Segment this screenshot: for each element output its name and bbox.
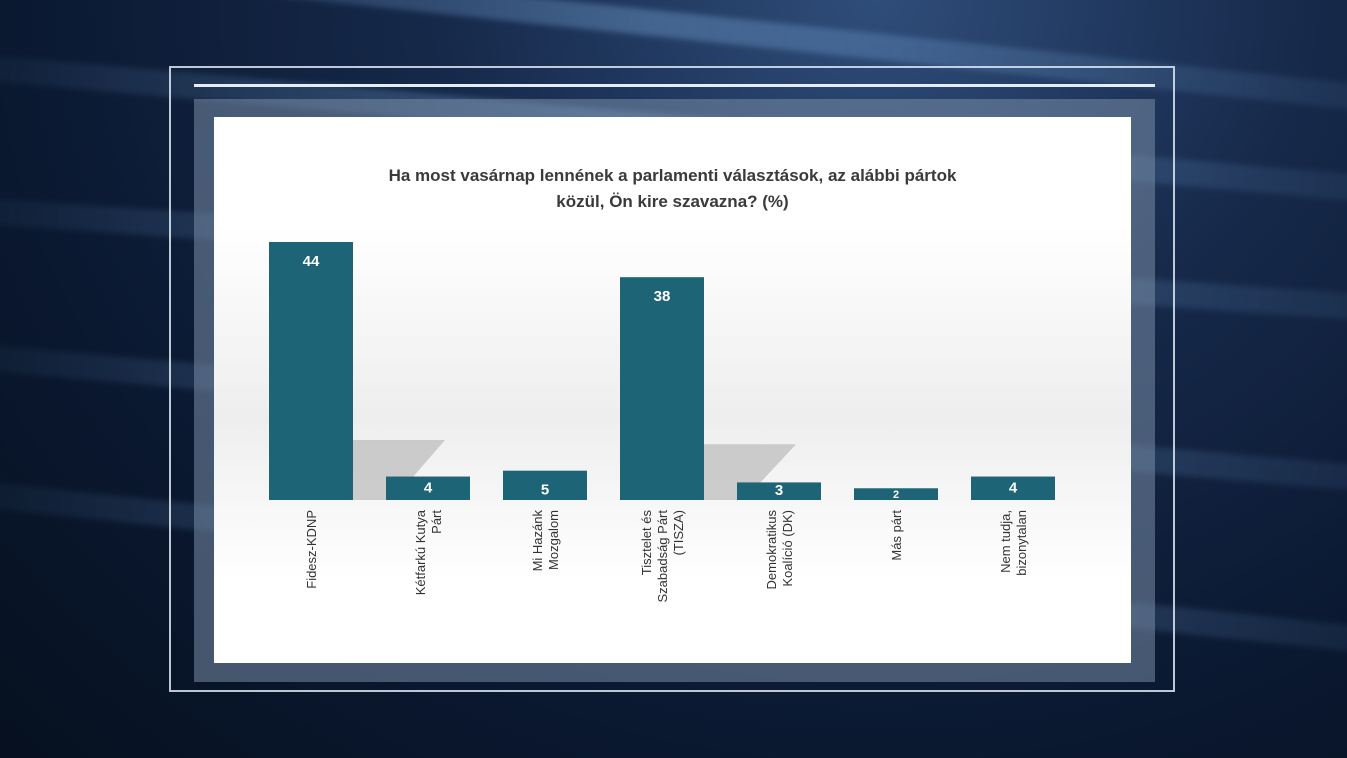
category-label: Mi HazánkMozgalom bbox=[530, 510, 561, 572]
bar-value-label: 3 bbox=[775, 482, 783, 499]
category-label-line: Párt bbox=[429, 510, 444, 534]
bar-shadow bbox=[704, 444, 796, 500]
chart-title-line-1: Ha most vasárnap lennének a parlamenti v… bbox=[388, 166, 957, 185]
category-label-line: Tisztelet és bbox=[639, 510, 654, 576]
category-label-line: Demokratikus bbox=[764, 510, 779, 590]
bar bbox=[737, 482, 821, 500]
category-label-line: (TISZA) bbox=[671, 510, 686, 556]
category-label-line: Nem tudja, bbox=[998, 510, 1013, 573]
bar bbox=[854, 488, 938, 500]
category-label-line: Koalíció (DK) bbox=[780, 510, 795, 587]
bar-value-label: 4 bbox=[1009, 479, 1018, 496]
bar-value-label: 38 bbox=[654, 288, 671, 305]
category-label: Nem tudja,bizonytalan bbox=[998, 510, 1029, 576]
category-label-line: Más párt bbox=[889, 510, 904, 561]
bar bbox=[971, 476, 1055, 500]
bar-chart: 44 Fidesz-KDNP 4 Kétfarkú KutyaPárt 5 Mi Hazá… bbox=[269, 242, 1055, 603]
bar bbox=[269, 242, 353, 500]
outer-frame bbox=[169, 66, 1175, 692]
category-label-line: Kétfarkú Kutya bbox=[413, 509, 428, 595]
category-label-line: Fidesz-KDNP bbox=[304, 510, 319, 589]
category-label: Kétfarkú KutyaPárt bbox=[413, 509, 444, 595]
chart-panel: Ha most vasárnap lennének a parlamenti v… bbox=[214, 117, 1131, 663]
bar-value-label: 5 bbox=[541, 482, 549, 499]
chart-title: Ha most vasárnap lennének a parlamenti v… bbox=[214, 163, 1131, 215]
category-label-line: Mi Hazánk bbox=[530, 510, 545, 572]
bar bbox=[386, 476, 470, 500]
category-label: Más párt bbox=[889, 510, 904, 561]
bar bbox=[503, 470, 587, 500]
category-label-line: bizonytalan bbox=[1014, 510, 1029, 576]
bar-value-label: 2 bbox=[893, 489, 899, 501]
chart-title-line-2: közül, Ön kire szavazna? (%) bbox=[556, 192, 789, 211]
bar bbox=[620, 277, 704, 500]
category-label: Fidesz-KDNP bbox=[304, 510, 319, 589]
category-label-line: Szabadság Párt bbox=[655, 510, 670, 603]
bar-value-label: 44 bbox=[303, 253, 320, 270]
frame-top-line bbox=[194, 84, 1155, 87]
category-label-line: Mozgalom bbox=[546, 510, 561, 570]
category-label: DemokratikusKoalíció (DK) bbox=[764, 510, 795, 590]
bar-shadow bbox=[353, 440, 445, 500]
category-label: Tisztelet ésSzabadság Párt(TISZA) bbox=[639, 510, 686, 603]
bar-value-label: 4 bbox=[424, 479, 433, 496]
